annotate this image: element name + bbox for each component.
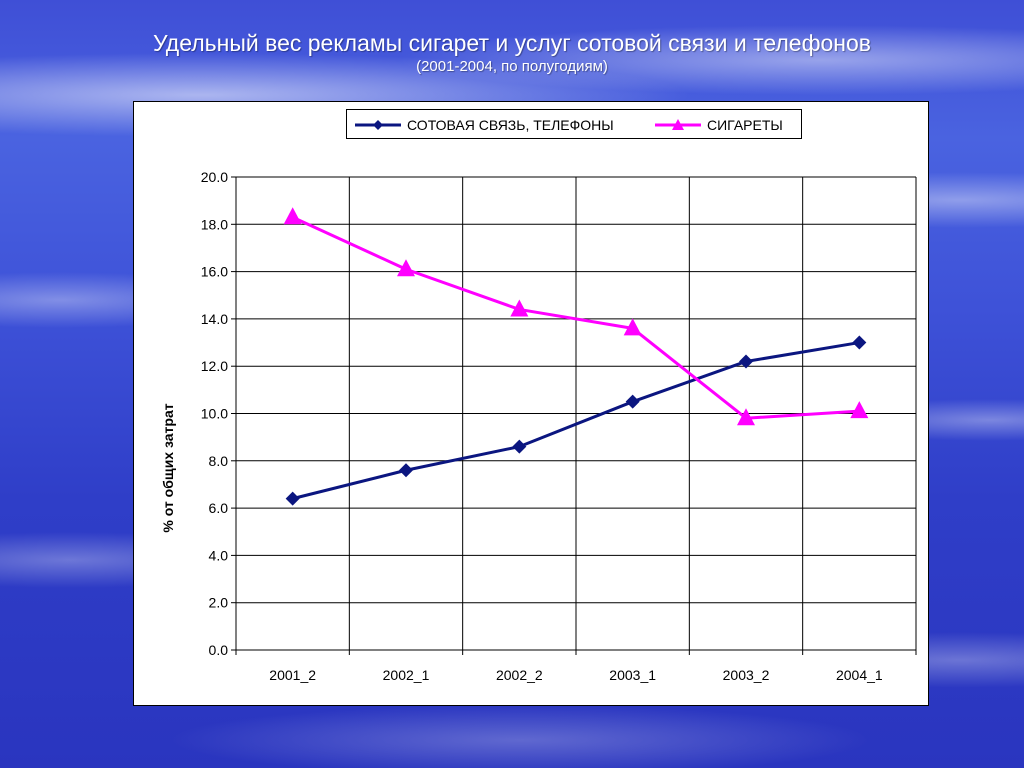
data-point-1 bbox=[397, 259, 415, 277]
data-point-1 bbox=[850, 401, 869, 419]
x-tick-label: 2003_1 bbox=[609, 667, 656, 683]
x-tick-label: 2002_2 bbox=[496, 667, 543, 683]
x-tick-label: 2002_1 bbox=[383, 667, 430, 683]
y-tick-label: 6.0 bbox=[209, 500, 229, 516]
data-point-0 bbox=[285, 491, 300, 506]
data-point-0 bbox=[625, 394, 640, 409]
x-tick-label: 2003_2 bbox=[723, 667, 770, 683]
slide-header: Удельный вес рекламы сигарет и услуг сот… bbox=[0, 28, 1024, 76]
data-point-0 bbox=[739, 354, 753, 369]
data-point-1 bbox=[510, 299, 529, 317]
x-tick-label: 2004_1 bbox=[836, 667, 883, 683]
chart-legend: СОТОВАЯ СВЯЗЬ, ТЕЛЕФОНЫ СИГАРЕТЫ bbox=[346, 109, 802, 139]
slide-title: Удельный вес рекламы сигарет и услуг сот… bbox=[152, 30, 872, 56]
y-tick-label: 4.0 bbox=[209, 547, 229, 563]
legend-label-cigarettes: СИГАРЕТЫ bbox=[707, 117, 783, 133]
data-point-1 bbox=[623, 318, 642, 336]
y-tick-label: 14.0 bbox=[201, 311, 228, 327]
data-point-1 bbox=[737, 408, 755, 426]
series-line-0 bbox=[292, 341, 860, 501]
y-tick-label: 16.0 bbox=[201, 264, 228, 280]
y-tick-label: 2.0 bbox=[209, 595, 229, 611]
line-chart: 0.0 2.0 4.0 6.0 8.0 10.0 12.0 14.0 16.0 18.0 20.0 2… bbox=[201, 169, 917, 683]
slide-subtitle: (2001-2004, по полугодиям) bbox=[416, 58, 608, 75]
series-line-1 bbox=[292, 215, 860, 420]
legend-label-cellular: СОТОВАЯ СВЯЗЬ, ТЕЛЕФОНЫ bbox=[407, 117, 614, 133]
y-tick-label: 10.0 bbox=[201, 406, 228, 422]
data-point-0 bbox=[852, 335, 867, 350]
y-axis-label: % от общих затрат bbox=[160, 403, 176, 533]
chart-area: 0.0 2.0 4.0 6.0 8.0 10.0 12.0 14.0 16.0 18.0 20.0 2… bbox=[133, 101, 929, 706]
data-point-0 bbox=[399, 463, 413, 478]
y-tick-label: 20.0 bbox=[201, 169, 228, 185]
data-point-1 bbox=[283, 207, 302, 225]
y-tick-label: 18.0 bbox=[201, 216, 228, 232]
legend-marker-cellular bbox=[355, 120, 401, 130]
y-tick-label: 8.0 bbox=[209, 453, 229, 469]
data-point-0 bbox=[512, 439, 527, 454]
y-tick-label: 0.0 bbox=[209, 642, 229, 658]
legend-marker-cigarettes bbox=[655, 119, 701, 130]
y-tick-label: 12.0 bbox=[201, 358, 228, 374]
x-tick-label: 2001_2 bbox=[269, 667, 316, 683]
